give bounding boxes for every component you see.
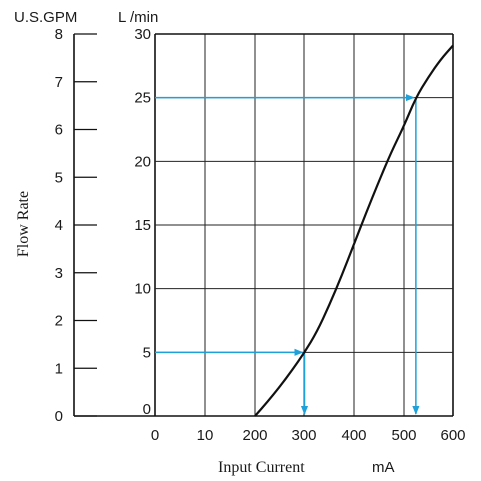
x-axis-unit-label: mA <box>372 459 395 476</box>
y-left-tick-label: 6 <box>55 122 63 139</box>
axis-ticks <box>73 33 155 417</box>
x-tick-label: 10 <box>197 427 214 444</box>
flow-rate-curve <box>254 44 454 417</box>
y-right-unit-label: L /min <box>118 9 158 26</box>
x-tick-label: 200 <box>242 427 267 444</box>
reference-guides <box>155 94 420 415</box>
y-left-tick-label: 5 <box>55 169 63 186</box>
y-left-tick-label: 3 <box>55 265 63 282</box>
y-left-tick-label: 8 <box>55 26 63 43</box>
x-tick-label: 400 <box>341 427 366 444</box>
y-right-tick-label: 10 <box>134 281 151 298</box>
y-left-tick-label: 4 <box>55 217 63 234</box>
y-left-tick-label: 1 <box>55 360 63 377</box>
y-right-tick-label: 30 <box>134 26 151 43</box>
x-axis-title: Input Current <box>218 459 305 476</box>
y-right-tick-label: 20 <box>134 153 151 170</box>
y-right-tick-label: 0 <box>143 401 151 418</box>
y-right-tick-label: 25 <box>134 90 151 107</box>
flow-curve-layer <box>254 44 454 417</box>
y-left-tick-label: 2 <box>55 313 63 330</box>
x-tick-label: 500 <box>391 427 416 444</box>
y-right-tick-label: 15 <box>134 217 151 234</box>
y-left-tick-label: 7 <box>55 74 63 91</box>
y-left-tick-label: 0 <box>55 408 63 425</box>
y-right-tick-label: 5 <box>143 344 151 361</box>
y-axis-title: Flow Rate <box>15 191 32 257</box>
x-tick-label: 0 <box>151 427 159 444</box>
x-tick-label: 300 <box>291 427 316 444</box>
y-left-unit-label: U.S.GPM <box>14 9 77 26</box>
x-tick-label: 600 <box>440 427 465 444</box>
